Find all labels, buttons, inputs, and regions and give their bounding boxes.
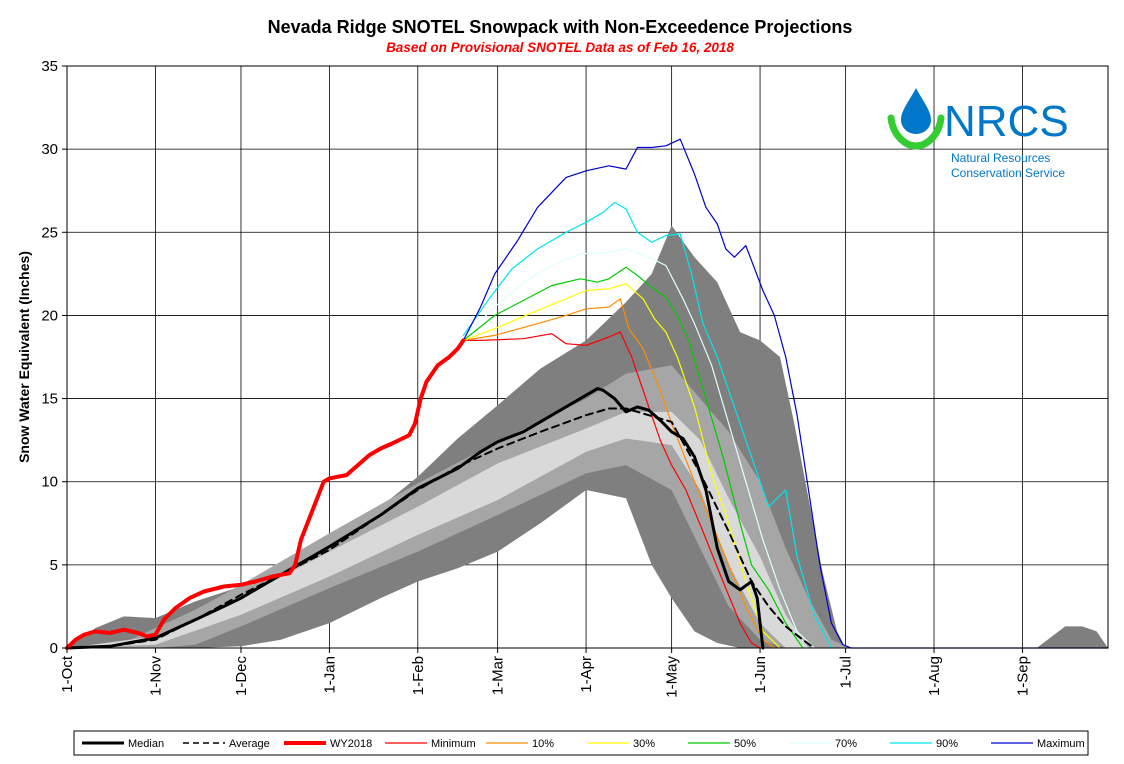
legend-label: 30% bbox=[633, 738, 655, 750]
chart-subtitle: Based on Provisional SNOTEL Data as of F… bbox=[386, 40, 734, 55]
y-tick-label: 20 bbox=[41, 307, 58, 324]
series-minimum bbox=[462, 331, 761, 649]
series-70pct bbox=[462, 248, 815, 649]
legend-label: WY2018 bbox=[330, 738, 372, 750]
legend-label: Maximum bbox=[1037, 738, 1085, 750]
legend-item-90pct: 90% bbox=[890, 738, 958, 750]
legend-item-10pct: 10% bbox=[486, 738, 554, 750]
series-median bbox=[65, 387, 765, 650]
y-tick-label: 15 bbox=[41, 391, 58, 408]
legend-item-50pct: 50% bbox=[688, 738, 756, 750]
series-10pct bbox=[462, 298, 775, 649]
series-90pct bbox=[462, 201, 833, 649]
logo-acronym: NRCS bbox=[944, 97, 1069, 146]
x-tick-label: 1-Jan bbox=[321, 656, 338, 694]
series-average bbox=[66, 407, 816, 649]
x-axis-ticks: 1-Oct 1-Nov 1-Dec 1-Jan 1-Feb 1-Mar 1-Apr 1-May… bbox=[59, 648, 1031, 698]
legend-item-70pct: 70% bbox=[789, 738, 857, 750]
y-tick-label: 10 bbox=[41, 474, 58, 491]
legend-item-maximum: Maximum bbox=[991, 738, 1085, 750]
nrcs-logo: NRCS Natural Resources Conservation Serv… bbox=[887, 88, 1069, 180]
logo-swoosh bbox=[887, 114, 945, 150]
legend-label: Average bbox=[229, 738, 270, 750]
legend-label: 10% bbox=[532, 738, 554, 750]
legend-item-30pct: 30% bbox=[587, 738, 655, 750]
series-50pct bbox=[462, 266, 804, 649]
series-maximum bbox=[462, 138, 1109, 649]
x-tick-label: 1-Feb bbox=[410, 656, 427, 695]
plot-frame bbox=[66, 65, 1109, 649]
chart-title: Nevada Ridge SNOTEL Snowpack with Non-Ex… bbox=[268, 17, 853, 37]
y-tick-label: 30 bbox=[41, 141, 58, 158]
x-tick-label: 1-Nov bbox=[147, 656, 164, 697]
x-tick-label: 1-Jul bbox=[838, 656, 855, 689]
y-tick-label: 25 bbox=[41, 224, 58, 241]
x-tick-label: 1-Apr bbox=[578, 656, 595, 693]
y-axis-label: Snow Water Equivalent (Inches) bbox=[16, 251, 32, 463]
x-tick-label: 1-Sep bbox=[1014, 656, 1031, 696]
legend-item-average: Average bbox=[183, 738, 270, 750]
series-wy2018 bbox=[65, 338, 466, 650]
y-tick-label: 5 bbox=[50, 557, 58, 574]
x-tick-label: 1-Oct bbox=[59, 655, 76, 693]
logo-line1: Natural Resources bbox=[951, 151, 1050, 165]
x-tick-label: 1-May bbox=[664, 656, 681, 698]
legend-label: 70% bbox=[835, 738, 857, 750]
y-axis-ticks: 0 5 10 15 20 25 30 35 bbox=[41, 58, 67, 657]
x-tick-label: 1-Aug bbox=[926, 656, 943, 696]
legend-item-minimum: Minimum bbox=[385, 738, 476, 750]
x-tick-label: 1-Jun bbox=[752, 656, 769, 694]
water-drop-icon bbox=[887, 88, 945, 150]
series-30pct bbox=[462, 283, 781, 649]
legend-label: 90% bbox=[936, 738, 958, 750]
legend-label: Minimum bbox=[431, 738, 476, 750]
series-lines bbox=[65, 138, 1109, 650]
y-tick-label: 0 bbox=[50, 640, 58, 657]
legend-item-median: Median bbox=[82, 738, 164, 750]
legend-item-wy2018: WY2018 bbox=[284, 738, 372, 750]
logo-line2: Conservation Service bbox=[951, 166, 1065, 180]
x-tick-label: 1-Dec bbox=[233, 656, 250, 697]
legend-label: 50% bbox=[734, 738, 756, 750]
legend-label: Median bbox=[128, 738, 164, 750]
x-tick-label: 1-Mar bbox=[490, 656, 507, 695]
legend: Median Average WY2018 Minimum 10% 30% 50% 70% 90… bbox=[73, 730, 1089, 756]
y-tick-label: 35 bbox=[41, 58, 58, 75]
